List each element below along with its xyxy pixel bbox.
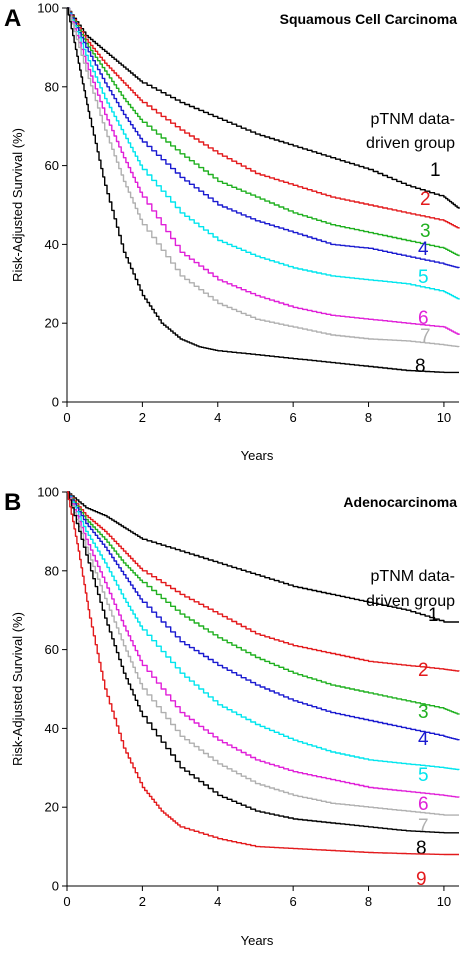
y-axis-title: Risk-Adjusted Survival (%) <box>10 128 25 282</box>
group-label-3: 3 <box>418 702 429 723</box>
y-tick-label: 80 <box>45 79 59 94</box>
y-tick-label: 0 <box>52 395 59 410</box>
group-label-6: 6 <box>418 794 429 815</box>
chart-title: Squamous Cell Carcinoma <box>280 11 458 27</box>
group-label-1: 1 <box>428 605 439 626</box>
legend-title-line1: pTNM data- <box>371 568 455 585</box>
series-line-2 <box>67 491 460 672</box>
series-line-5 <box>67 491 460 771</box>
y-tick-label: 40 <box>45 237 59 252</box>
series-line-6 <box>67 7 460 335</box>
y-tick-label: 20 <box>45 800 59 815</box>
group-label-2: 2 <box>420 189 431 210</box>
y-tick-label: 60 <box>45 158 59 173</box>
group-label-4: 4 <box>418 729 429 750</box>
series-line-1 <box>67 491 459 623</box>
x-tick-label: 0 <box>63 410 70 425</box>
series-line-3 <box>67 491 460 715</box>
group-label-8: 8 <box>416 838 427 859</box>
panel-B: B Adenocarcinoma 0 20 40 60 80 100 0 2 4 6 8 10 Years R… <box>4 485 460 948</box>
series-line-3 <box>67 7 460 257</box>
legend-title-line2: driven group <box>366 593 455 610</box>
x-tick-label: 6 <box>290 410 297 425</box>
x-axis-title: Years <box>241 933 274 948</box>
series-line-2 <box>67 7 460 229</box>
x-axis-title: Years <box>241 448 274 463</box>
y-tick-label: 100 <box>37 1 59 16</box>
panel-letter: B <box>4 489 21 516</box>
x-tick-label: 2 <box>139 894 146 909</box>
series-line-4 <box>67 7 460 269</box>
group-label-8: 8 <box>415 356 426 377</box>
legend-title-line1: pTNM data- <box>371 111 455 128</box>
y-tick-label: 20 <box>45 316 59 331</box>
group-label-6: 6 <box>418 308 429 329</box>
series-line-5 <box>67 7 460 300</box>
series-line-7 <box>67 491 459 816</box>
y-tick-label: 40 <box>45 721 59 736</box>
y-tick-label: 80 <box>45 563 59 578</box>
y-tick-label: 0 <box>52 879 59 894</box>
series-line-4 <box>67 491 460 741</box>
series-line-8 <box>67 7 459 374</box>
group-label-5: 5 <box>418 267 429 288</box>
panel-A: A Squamous Cell Carcinoma 0 20 40 60 80 100 0 2 4 6… <box>4 1 460 463</box>
x-tick-label: 4 <box>214 894 221 909</box>
x-tick-label: 8 <box>365 894 372 909</box>
group-label-2: 2 <box>418 660 429 681</box>
x-tick-label: 10 <box>437 894 451 909</box>
chart-title: Adenocarcinoma <box>343 494 457 510</box>
group-label-7: 7 <box>420 326 431 347</box>
series-line-7 <box>67 7 460 348</box>
legend-title-line2: driven group <box>366 135 455 152</box>
x-tick-label: 4 <box>214 410 221 425</box>
y-tick-label: 60 <box>45 642 59 657</box>
x-tick-label: 8 <box>365 410 372 425</box>
x-tick-label: 6 <box>290 894 297 909</box>
x-tick-label: 2 <box>139 410 146 425</box>
series-line-6 <box>67 491 460 798</box>
y-tick-label: 100 <box>37 485 59 500</box>
group-label-5: 5 <box>418 765 429 786</box>
panel-letter: A <box>4 5 21 32</box>
y-axis-title: Risk-Adjusted Survival (%) <box>10 612 25 766</box>
x-tick-label: 10 <box>437 410 451 425</box>
group-label-7: 7 <box>418 816 429 837</box>
series-line-9 <box>67 491 459 856</box>
group-label-1: 1 <box>430 160 441 181</box>
series-line-8 <box>67 491 459 834</box>
group-label-3: 3 <box>420 221 431 242</box>
x-tick-label: 0 <box>63 894 70 909</box>
group-label-4: 4 <box>418 239 429 260</box>
series-line-1 <box>67 7 460 209</box>
group-label-9: 9 <box>416 869 427 890</box>
